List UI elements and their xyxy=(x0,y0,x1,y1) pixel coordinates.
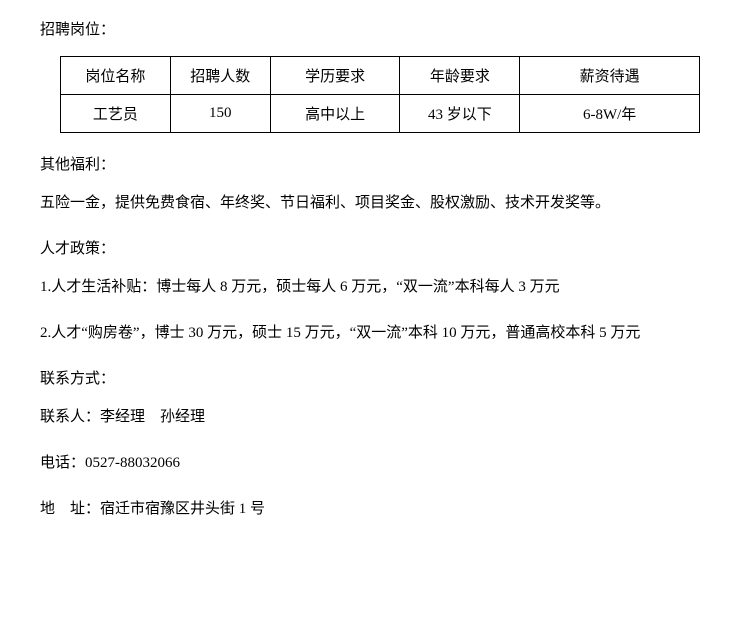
table-row: 工艺员 150 高中以上 43 岁以下 6-8W/年 xyxy=(61,95,700,133)
heading-recruit: 招聘岗位： xyxy=(40,18,708,42)
table-cell: 150 xyxy=(170,95,270,133)
contact-phone: 电话：0527-88032066 xyxy=(40,451,708,475)
col-header: 薪资待遇 xyxy=(520,57,700,95)
col-header: 岗位名称 xyxy=(61,57,171,95)
policy-item: 2.人才“购房卷”，博士 30 万元，硕士 15 万元，“双一流”本科 10 万… xyxy=(40,321,708,345)
policy-item: 1.人才生活补贴：博士每人 8 万元，硕士每人 6 万元，“双一流”本科每人 3… xyxy=(40,275,708,299)
table-cell: 6-8W/年 xyxy=(520,95,700,133)
table-cell: 工艺员 xyxy=(61,95,171,133)
table-cell: 43 岁以下 xyxy=(400,95,520,133)
contact-address: 地 址：宿迁市宿豫区井头街 1 号 xyxy=(40,497,708,521)
col-header: 招聘人数 xyxy=(170,57,270,95)
benefits-text: 五险一金，提供免费食宿、年终奖、节日福利、项目奖金、股权激励、技术开发奖等。 xyxy=(40,191,708,215)
col-header: 年龄要求 xyxy=(400,57,520,95)
heading-policy: 人才政策： xyxy=(40,237,708,261)
job-table: 岗位名称 招聘人数 学历要求 年龄要求 薪资待遇 工艺员 150 高中以上 43… xyxy=(60,56,700,133)
col-header: 学历要求 xyxy=(270,57,400,95)
heading-benefits: 其他福利： xyxy=(40,153,708,177)
table-cell: 高中以上 xyxy=(270,95,400,133)
heading-contact: 联系方式： xyxy=(40,367,708,391)
contact-person: 联系人：李经理 孙经理 xyxy=(40,405,708,429)
table-header-row: 岗位名称 招聘人数 学历要求 年龄要求 薪资待遇 xyxy=(61,57,700,95)
